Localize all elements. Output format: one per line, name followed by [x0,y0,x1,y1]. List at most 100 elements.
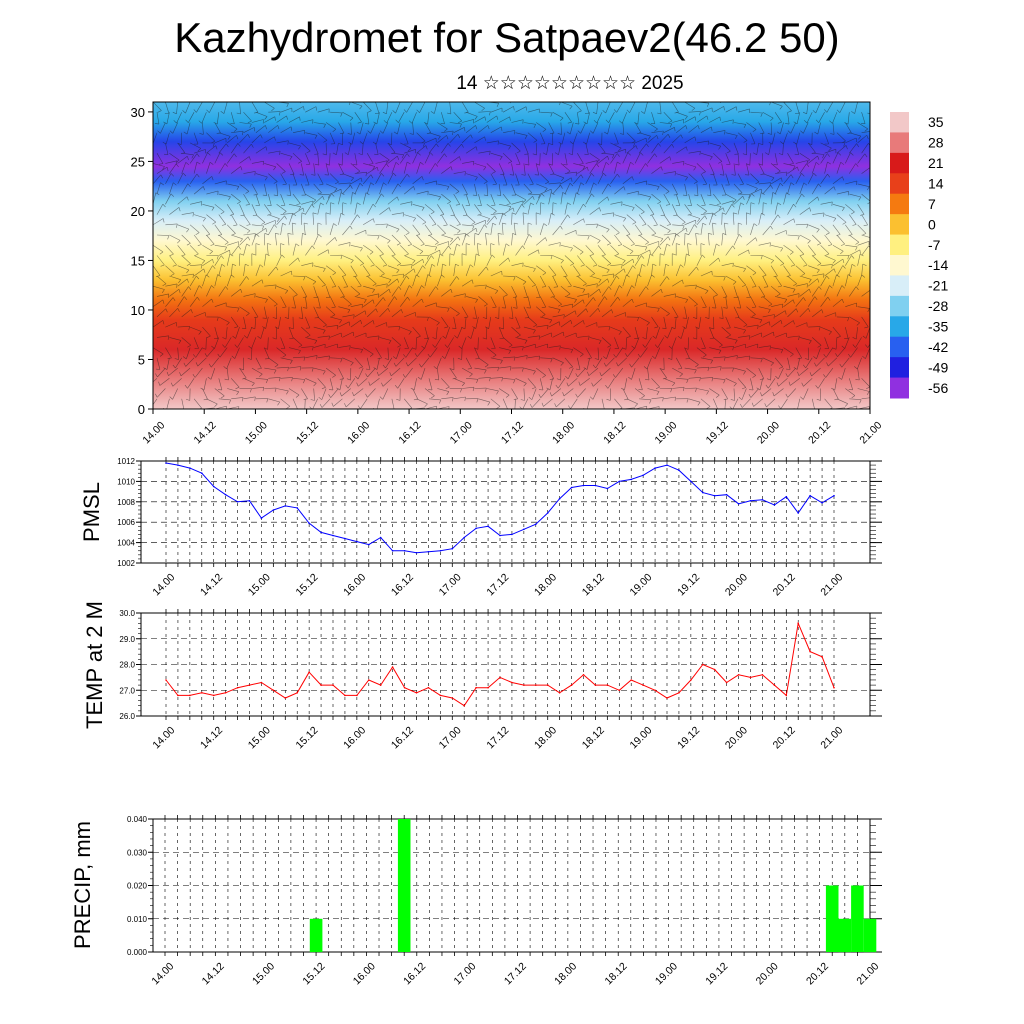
wind-barb [552,173,565,179]
wind-barb-flag [251,253,256,256]
wind-barb-flag [760,188,762,194]
wind-barb-flag [408,331,412,335]
wind-barb [522,398,529,409]
wind-barb [637,112,640,125]
wind-barb [644,337,652,348]
wind-barb-flag [262,387,265,392]
wind-barb [867,343,870,348]
wind-barb [527,202,531,215]
wind-barb [342,184,351,195]
wind-barb [255,194,260,206]
wind-barb [700,377,713,379]
wind-barb-flag [695,285,697,290]
wind-barb [437,135,447,144]
wind-barb [874,378,885,383]
wind-barb-flag [395,162,400,166]
wind-barb-flag [394,385,398,389]
wind-barb [807,296,816,307]
wind-barb [312,398,318,409]
wind-barb [659,133,669,144]
wind-barb-flag [617,161,621,165]
wind-barb [606,347,611,360]
wind-barb-flag [254,112,259,114]
wind-barb [267,337,269,350]
wind-barb [721,212,723,225]
wind-barb-flag [195,232,200,235]
wind-barb [663,233,676,236]
wind-barb-flag [313,382,317,387]
wind-barb [153,388,154,389]
wind-barb-flag [340,296,345,298]
wind-barb [841,368,846,380]
wind-barb [457,326,463,339]
wind-barb [206,347,216,357]
wind-barb [795,283,808,287]
wind-barb-flag [287,367,289,372]
wind-barb [539,378,544,391]
wind-barb [357,367,364,380]
wind-barb-flag [262,194,267,196]
wind-barb [449,204,455,216]
wind-barb-flag [310,399,315,401]
data-point [236,501,239,503]
wind-barb [181,337,191,346]
wind-barb [326,102,327,103]
wind-barb [820,326,832,332]
wind-barb [474,204,482,215]
wind-barb-flag [331,286,336,288]
wind-barb [453,293,466,297]
wind-barb [624,378,628,391]
wind-barb-flag [817,345,822,348]
wind-barb-flag [759,378,764,380]
wind-barb-flag [864,326,869,329]
data-point [785,495,788,498]
wind-barb-flag [502,222,507,225]
wind-barb [577,153,584,164]
data-point [368,543,370,546]
wind-barb-flag [596,163,600,168]
wind-barb-flag [637,274,642,277]
wind-barb [305,173,310,186]
wind-barb [663,378,676,384]
wind-barb-flag [802,364,806,369]
wind-barb-flag [198,331,202,335]
wind-barb-flag [435,286,439,290]
wind-barb-flag [417,376,422,380]
wind-barb [783,174,792,185]
wind-barb [849,378,853,390]
wind-barb [338,122,345,134]
wind-barb [874,317,876,329]
wind-barb-flag [672,382,676,387]
wind-barb [539,296,547,308]
wind-barb-flag [455,204,460,206]
wind-barb-flag [472,225,475,230]
wind-barb-flag [322,324,327,328]
wind-barb [403,285,410,297]
wind-barb-flag [446,391,450,396]
wind-barb [511,183,517,196]
wind-barb [329,332,342,338]
wind-barb-flag [832,347,837,350]
x-tick-label: 15.00 [243,419,270,446]
wind-barb [214,274,218,287]
wind-barb [363,320,374,328]
wind-barb-flag [631,345,635,349]
wind-barb-flag [229,214,234,216]
wind-barb [577,182,582,195]
wind-barb [647,122,658,130]
wind-barb-flag [632,259,635,264]
wind-barb [511,200,524,205]
wind-barb [597,196,608,205]
wind-barb [421,357,430,368]
wind-barb [552,225,561,236]
wind-barb-flag [570,247,573,252]
wind-barb-flag [716,203,721,206]
wind-barb [638,234,649,243]
wind-barb-flag [303,222,308,225]
wind-barb-flag [814,131,818,135]
wind-barb [387,296,395,307]
wind-barb-flag [748,355,751,360]
wind-barb [622,176,633,185]
wind-barb [305,378,317,384]
